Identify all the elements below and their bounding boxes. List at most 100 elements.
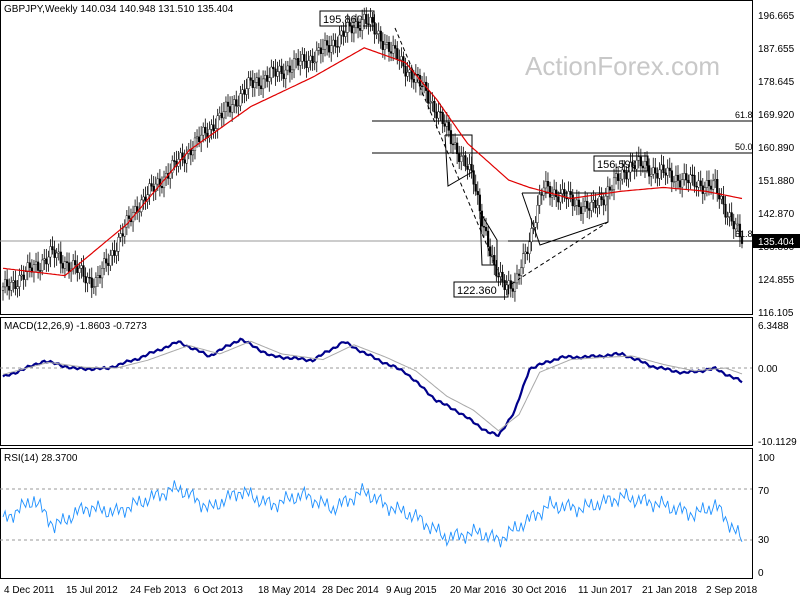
candle-body	[171, 160, 174, 173]
x-tick: 18 May 2014	[258, 585, 316, 596]
candle-body	[528, 241, 531, 255]
candle-body	[678, 180, 682, 188]
candle-body	[317, 47, 320, 51]
candle-body	[730, 212, 733, 222]
candle-body	[575, 199, 578, 206]
candle-body	[332, 39, 335, 46]
rsi-tick: 70	[758, 486, 770, 497]
candle-body	[489, 246, 492, 257]
candle-body	[266, 75, 269, 82]
macd-line	[2, 337, 743, 438]
candle-body	[218, 112, 221, 117]
candle-body	[606, 186, 609, 197]
candle-body	[276, 71, 279, 77]
candle-body	[361, 19, 364, 31]
price-tick: 178.645	[758, 77, 795, 88]
candle-body	[12, 280, 15, 283]
x-axis: 4 Dec 2011 15 Jul 2012 24 Feb 2013 6 Oct…	[4, 585, 758, 596]
candle-body	[513, 282, 517, 292]
candle-body	[268, 77, 271, 82]
candle-body	[532, 227, 535, 229]
candle-body	[348, 22, 351, 26]
candle-body	[722, 196, 725, 205]
candle-body	[579, 206, 583, 214]
candle-body	[74, 260, 77, 266]
candle-body	[224, 101, 228, 112]
candle-body	[544, 181, 547, 189]
candle-body	[249, 77, 252, 81]
candle-body	[148, 183, 151, 195]
candle-body	[160, 186, 164, 189]
candle-body	[22, 274, 25, 280]
fib-level-label: 61.8	[735, 229, 753, 239]
candle-body	[412, 79, 415, 83]
price-tick: 142.870	[758, 209, 795, 220]
candle-body	[486, 230, 490, 247]
candle-body	[511, 288, 514, 292]
candle-body	[113, 250, 116, 256]
candle-body	[643, 161, 647, 169]
candle-body	[522, 253, 525, 269]
macd-panel	[0, 317, 753, 446]
candle-body	[20, 274, 23, 277]
x-tick: 28 Dec 2014	[322, 585, 379, 596]
macd-tick: 6.3488	[758, 321, 789, 332]
candle-body	[695, 186, 698, 188]
candle-body	[272, 66, 275, 70]
candle-body	[621, 169, 624, 180]
candle-body	[641, 165, 645, 169]
candle-body	[344, 32, 347, 37]
candle-body	[420, 85, 424, 88]
candle-body	[212, 124, 215, 132]
annotation-high-text: 195.860	[323, 14, 363, 26]
macd-tick: 0.00	[758, 364, 778, 375]
candle-body	[96, 275, 100, 278]
candle-body	[610, 189, 614, 192]
candle-body	[495, 264, 498, 277]
candle-body	[45, 258, 48, 265]
candle-body	[173, 160, 176, 162]
candle-body	[720, 196, 723, 200]
candle-body	[561, 189, 564, 194]
candle-body	[292, 58, 296, 71]
candle-body	[241, 89, 244, 94]
candle-body	[728, 212, 731, 217]
candle-body	[608, 186, 611, 191]
candle-body	[627, 171, 630, 180]
candle-body	[59, 251, 62, 264]
candle-body	[24, 271, 27, 280]
candle-body	[198, 136, 201, 143]
candle-body	[736, 223, 739, 226]
candle-body	[352, 27, 356, 34]
candle-body	[674, 174, 678, 182]
candle-body	[553, 189, 556, 196]
candle-body	[78, 268, 81, 273]
candle-body	[617, 173, 620, 181]
candle-body	[645, 161, 649, 166]
macd-tick: -10.1129	[758, 437, 797, 448]
candle-body	[111, 250, 114, 256]
candle-body	[226, 101, 230, 107]
candle-body	[338, 34, 341, 48]
candle-body	[429, 102, 432, 104]
candle-body	[600, 196, 603, 200]
candle-body	[408, 69, 411, 73]
candle-body	[325, 40, 329, 46]
candle-body	[567, 191, 570, 200]
candle-body	[309, 55, 312, 61]
candle-body	[47, 256, 50, 265]
candle-body	[445, 121, 448, 127]
candle-body	[105, 258, 108, 264]
candle-body	[319, 47, 322, 54]
candle-body	[431, 100, 434, 103]
candle-body	[482, 225, 486, 228]
candle-body	[150, 183, 153, 187]
candle-body	[503, 280, 506, 290]
candle-body	[119, 233, 122, 238]
macd-layer	[2, 337, 743, 438]
candle-body	[239, 93, 242, 107]
candle-body	[330, 45, 333, 53]
candle-body	[18, 275, 21, 287]
macd-signal-line	[2, 340, 743, 432]
